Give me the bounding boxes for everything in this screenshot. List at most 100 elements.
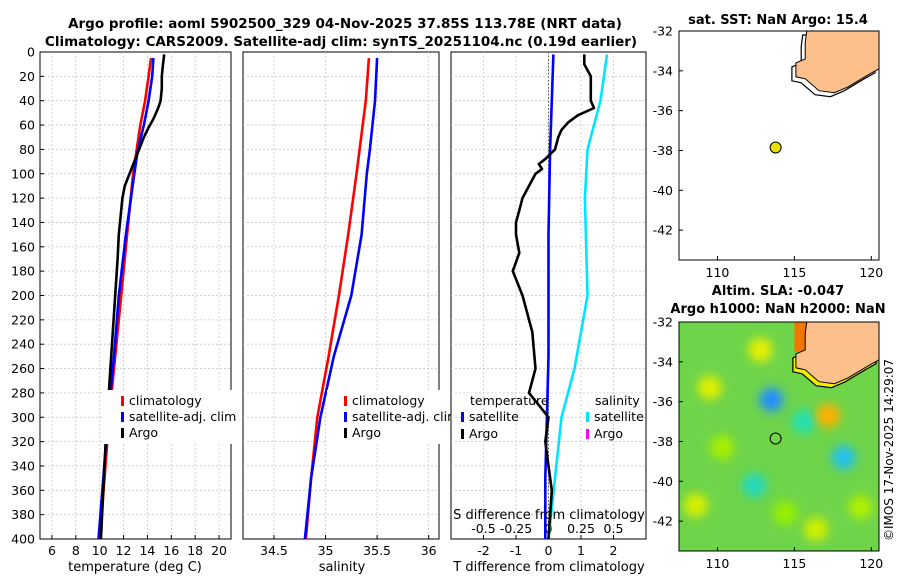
legend-marker [461, 412, 464, 422]
series-argo [99, 54, 166, 540]
title-line-2: Climatology: CARS2009. Satellite-adj cli… [45, 34, 637, 50]
legend-marker [121, 428, 124, 438]
y-tick-label: 320 [11, 434, 35, 449]
x-tick-label: 8 [72, 543, 80, 558]
legend-marker [121, 412, 124, 422]
y-tick-label: 20 [19, 69, 35, 84]
salinity-diff-tick-label: -0.5 [471, 521, 495, 536]
sla-anomaly-blob [773, 501, 798, 526]
y-tick-label: 220 [11, 312, 35, 327]
sla-anomaly-blob [710, 435, 735, 460]
lat-tick-label: -42 [653, 514, 673, 529]
legend-label: Argo [352, 425, 381, 440]
legend-label: satellite [594, 409, 644, 424]
x-tick-label: 16 [163, 543, 179, 558]
lon-tick-label: 115 [782, 556, 806, 571]
lon-tick-label: 115 [782, 265, 806, 280]
lon-tick-label: 110 [706, 265, 730, 280]
legend-title: salinity [595, 393, 640, 408]
x-tick-label: 6 [48, 543, 56, 558]
sla-anomaly-blob [803, 517, 828, 542]
legend-label: Argo [469, 426, 498, 441]
plot-frame [39, 51, 232, 540]
y-tick-label: 300 [11, 410, 35, 425]
lat-tick-label: -42 [653, 223, 673, 238]
y-tick-label: 280 [11, 385, 35, 400]
sla-anomaly-blob [742, 473, 767, 498]
sla-map-title-1: Altim. SLA: -0.047 [712, 284, 844, 299]
series-satellite-adj-clim [303, 58, 379, 540]
x-tick-label: 18 [187, 543, 203, 558]
x-tick-label: -2 [477, 543, 489, 558]
y-tick-label: 180 [11, 264, 35, 279]
legend-label: satellite-adj. clim [352, 409, 459, 424]
x-tick-label: 20 [211, 543, 227, 558]
y-tick-label: 60 [19, 118, 35, 133]
lat-tick-label: -38 [653, 143, 673, 158]
sla-map-panel: 110 115 120 -32 -34 -36 -38 -40 -42 [653, 315, 884, 572]
sla-anomaly-blob [748, 337, 773, 362]
sla-anomaly-blob [759, 387, 784, 412]
lon-tick-label: 110 [706, 556, 730, 571]
map-area [679, 322, 879, 551]
lon-tick-label: 120 [859, 265, 883, 280]
y-tick-label: 340 [11, 458, 35, 473]
argo-float-marker [769, 432, 782, 445]
y-tick-label: 40 [19, 93, 35, 108]
x-tick-label: 12 [116, 543, 132, 558]
temperature-panel: 6 8 10 12 14 16 18 2002040608010012014016018020… [11, 45, 236, 559]
y-tick-label: 380 [11, 507, 35, 522]
y-tick-label: 260 [11, 361, 35, 376]
legend-marker [461, 429, 464, 439]
sst-map-title: sat. SST: NaN Argo: 15.4 [688, 13, 868, 28]
y-tick-label: 80 [19, 142, 35, 157]
x-tick-label: 35 [318, 543, 334, 558]
title-line-1: Argo profile: aoml 5902500_329 04-Nov-20… [68, 16, 622, 32]
x-tick-label: 34.5 [260, 543, 288, 558]
y-tick-label: 360 [11, 483, 35, 498]
lat-tick-label: -32 [653, 24, 673, 39]
legend-title: temperature [470, 393, 549, 408]
lat-tick-label: -36 [653, 394, 673, 409]
sla-anomaly-blob [697, 375, 722, 400]
xlabel-salinity: salinity [319, 560, 366, 575]
x-tick-label: 35.5 [363, 543, 391, 558]
x-tick-label: 2 [610, 543, 618, 558]
legend-label: Argo [594, 426, 623, 441]
legend-marker [344, 412, 347, 422]
lat-tick-label: -32 [653, 315, 673, 330]
sla-anomaly-blob [831, 445, 856, 470]
shelf-contour [791, 34, 876, 98]
series-climatology [304, 58, 371, 540]
series-temperature-argo [511, 54, 596, 540]
sla-anomaly-blob [816, 403, 841, 428]
lat-tick-label: -36 [653, 103, 673, 118]
x-tick-label: 36 [421, 543, 437, 558]
map-frame [678, 321, 880, 552]
legend-marker [121, 396, 124, 406]
legend-marker [344, 396, 347, 406]
legend-label: satellite-adj. clim [129, 409, 236, 424]
salinity-diff-tick-label: 0.5 [604, 521, 624, 536]
y-tick-label: 140 [11, 215, 35, 230]
map-area [791, 31, 879, 98]
lat-tick-label: -40 [653, 183, 673, 198]
sla-anomaly-blob [848, 495, 873, 520]
x-tick-label: -1 [510, 543, 522, 558]
legend-label: climatology [352, 393, 425, 408]
lat-tick-label: -34 [653, 354, 673, 369]
legend-box [327, 390, 456, 444]
legend-box [104, 390, 233, 444]
series-salinity-satellite [547, 54, 609, 540]
x-tick-label: 14 [139, 543, 155, 558]
xlabel-t-difference: T difference from climatology [452, 560, 645, 575]
map-frame [678, 30, 880, 261]
x-tick-label: 10 [92, 543, 108, 558]
xlabel-s-difference: S difference from climatology [453, 508, 645, 523]
legend-label: satellite [469, 409, 519, 424]
x-tick-label: 1 [577, 543, 585, 558]
x-tick-label: 0 [545, 543, 553, 558]
landmass [795, 322, 879, 385]
